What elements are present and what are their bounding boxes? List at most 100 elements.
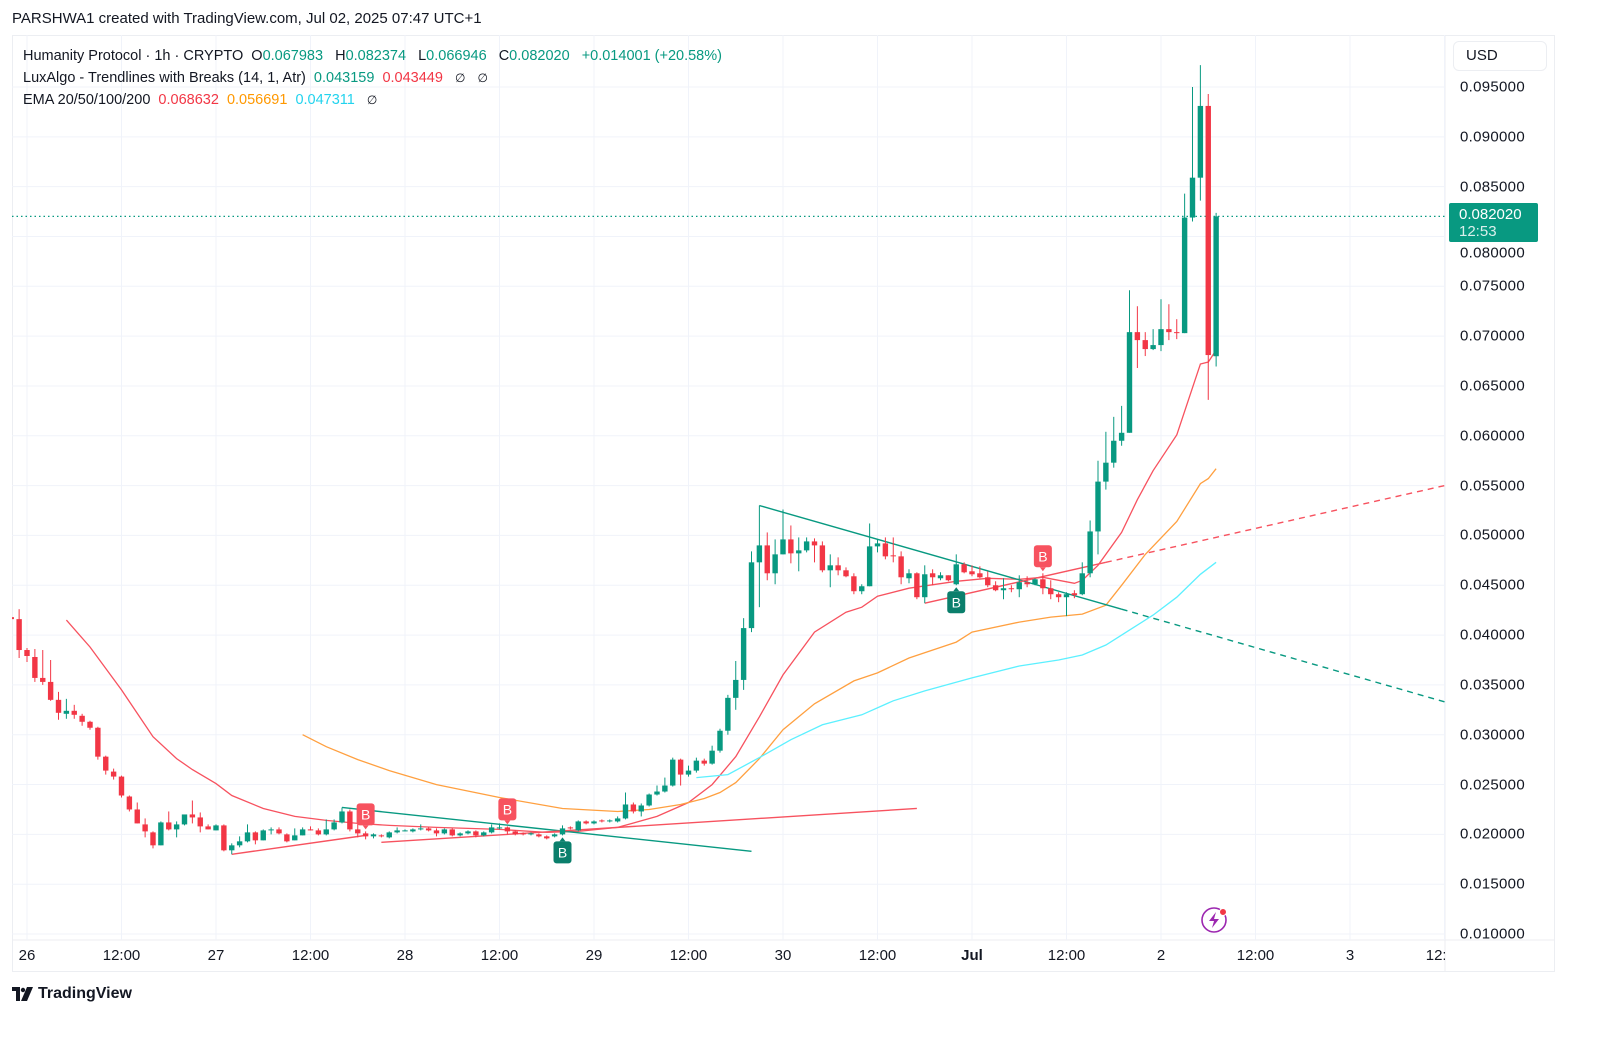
candle-body: [410, 829, 416, 832]
candle: [677, 758, 684, 786]
candle-body: [992, 585, 999, 591]
candle-body: [347, 811, 353, 830]
candle-body: [118, 776, 125, 796]
candle: [339, 807, 345, 824]
break-marker-box: [553, 841, 572, 864]
time-tick-label: 29: [585, 947, 603, 964]
tradingview-logo[interactable]: TradingView: [12, 985, 132, 1003]
candle-body: [882, 543, 889, 557]
candle-body: [866, 546, 873, 587]
candle-body: [362, 833, 369, 837]
candle: [299, 827, 306, 836]
candle-body: [110, 771, 117, 777]
candle: [890, 537, 896, 563]
candle: [709, 745, 715, 765]
trendline-down-solid: [759, 504, 1122, 610]
candle: [386, 831, 392, 839]
time-tick-label: 12:00: [102, 947, 141, 964]
legend-indicator-ema[interactable]: EMA 20/50/100/200 0.068632 0.056691 0.04…: [23, 89, 726, 111]
legend-symbol-row[interactable]: Humanity Protocol · 1h · CRYPTO O0.06798…: [23, 45, 726, 67]
candle: [63, 698, 70, 719]
indicator-ema-title: EMA 20/50/100/200: [23, 92, 151, 108]
candle-body: [1055, 594, 1062, 598]
candle-body: [481, 832, 487, 836]
candle: [788, 525, 794, 564]
price-tick-label: 0.065000: [1460, 377, 1525, 395]
plot-area: B B B B B: [12, 65, 1445, 864]
candle: [441, 828, 448, 835]
close-value: 0.082020: [509, 48, 570, 64]
candle: [756, 505, 763, 608]
candle: [1103, 431, 1109, 490]
close-label: C: [498, 48, 510, 64]
candle-body: [1048, 588, 1054, 595]
candle-body: [1016, 582, 1022, 590]
break-marker-bearish: B: [1033, 545, 1052, 572]
candle: [488, 824, 495, 834]
time-tick-label: 12:00: [858, 947, 897, 964]
candle-body: [260, 830, 266, 841]
candle: [827, 554, 833, 588]
time-tick-label: 26: [18, 947, 36, 964]
candle: [764, 532, 770, 581]
candle: [607, 819, 613, 823]
candle: [961, 562, 967, 574]
candle: [725, 694, 731, 735]
candle: [1213, 212, 1219, 367]
candle: [1016, 575, 1022, 598]
candle-body: [441, 829, 448, 834]
candle-body: [811, 541, 818, 546]
candle: [473, 830, 479, 838]
candle-body: [890, 555, 896, 557]
break-marker-pointer: [504, 820, 511, 825]
candle-body: [512, 831, 518, 835]
candle: [851, 573, 857, 595]
candle-body: [914, 573, 920, 598]
candle: [481, 831, 487, 837]
candle: [906, 569, 912, 584]
na-value-icon: ∅: [366, 93, 378, 107]
candle: [929, 569, 936, 586]
candle: [47, 659, 54, 701]
candle-body: [764, 545, 770, 574]
candle-body: [126, 796, 133, 810]
time-tick-label: 12:00: [1425, 947, 1445, 964]
candle: [780, 509, 786, 555]
candle-body: [166, 822, 172, 830]
tradingview-logo-icon: [12, 987, 33, 1001]
signal-icon[interactable]: [1201, 907, 1227, 933]
candle-body: [969, 571, 975, 575]
candle-body: [906, 573, 912, 579]
candle-body: [1111, 440, 1117, 463]
break-marker-label: B: [558, 844, 567, 860]
break-marker-box: [356, 803, 375, 826]
candle: [717, 728, 723, 753]
currency-button[interactable]: USD: [1453, 41, 1547, 71]
time-tick-label: 2: [1156, 947, 1166, 964]
candle-body: [709, 750, 715, 764]
candle: [1063, 592, 1070, 617]
high-label: H: [335, 48, 346, 64]
tradingview-brand: TradingView: [38, 985, 132, 1002]
candle: [173, 821, 180, 838]
break-marker-label: B: [952, 594, 961, 610]
candle-body: [740, 628, 747, 680]
candle-body: [1134, 332, 1141, 341]
legend-indicator-luxalgo[interactable]: LuxAlgo - Trendlines with Breaks (14, 1,…: [23, 67, 726, 89]
time-tick-label: 28: [396, 947, 414, 964]
candle: [1032, 578, 1038, 586]
chart-legend: Humanity Protocol · 1h · CRYPTO O0.06798…: [23, 45, 726, 111]
candle: [229, 843, 235, 855]
price-tick-label: 0.025000: [1460, 776, 1525, 794]
candle-body: [205, 826, 211, 830]
time-axis[interactable]: 26 12:00 27 12:00 28 12:00 29 12:00 30 12:00 Jul 12…: [12, 940, 1445, 972]
candle-body: [1008, 588, 1015, 590]
na-value-icon: ∅: [454, 71, 466, 85]
candle-body: [292, 835, 298, 841]
candle: [166, 811, 172, 831]
candle: [567, 826, 574, 830]
candle-body: [614, 818, 621, 822]
candle-body: [583, 821, 589, 824]
candle: [1055, 592, 1062, 603]
